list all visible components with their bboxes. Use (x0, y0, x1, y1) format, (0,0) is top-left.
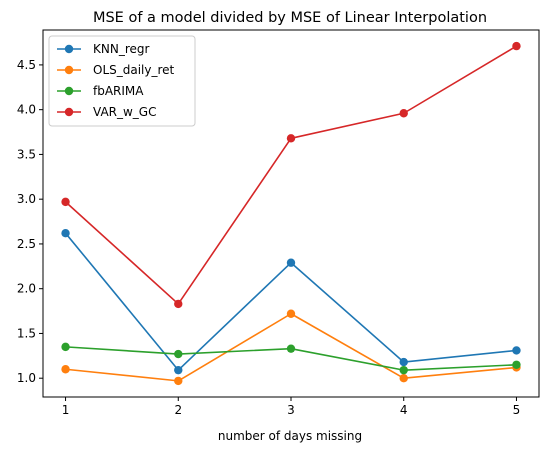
x-tick-label: 4 (400, 403, 408, 417)
axes: 1 2 3 4 5 1.0 1.5 2.0 2.5 3.0 3.5 4.0 4.5 (17, 58, 520, 417)
data-point-var-w-gc (512, 41, 521, 51)
legend-label-var-w-gc: VAR_w_GC (93, 105, 156, 119)
data-point-knn-regr (286, 258, 296, 267)
y-tick-label: 3.0 (17, 192, 36, 206)
y-tick-label: 2.0 (17, 282, 36, 296)
data-point-ols-daily-ret (286, 309, 296, 318)
y-tick-label: 3.5 (17, 147, 36, 161)
data-point-ols-daily-ret (61, 365, 70, 374)
y-tick-label: 4.5 (17, 58, 36, 72)
data-point-fbarima (286, 344, 296, 353)
y-tick-label: 1.5 (17, 326, 36, 340)
data-point-fbarima (512, 360, 521, 369)
data-point-var-w-gc (174, 299, 183, 309)
plot-area (61, 41, 521, 386)
data-point-fbarima (61, 342, 70, 352)
legend-swatch-marker (64, 44, 74, 54)
data-point-var-w-gc (399, 109, 408, 118)
legend-swatch-marker (64, 107, 74, 117)
legend-box (48, 35, 196, 127)
x-tick-label: 5 (513, 403, 521, 417)
legend: KNN_regr OLS_daily_ret fbARIMA VAR_w_GC (48, 35, 196, 127)
chart-title: MSE of a model divided by MSE of Linear … (93, 10, 487, 26)
legend-label-ols-daily-ret: OLS_daily_ret (93, 63, 175, 77)
legend-label-fbarima: fbARIMA (93, 84, 144, 98)
legend-swatch-marker (64, 86, 74, 96)
data-point-fbarima (174, 349, 183, 359)
data-point-ols-daily-ret (174, 376, 183, 386)
data-point-knn-regr (512, 346, 521, 355)
data-point-knn-regr (399, 357, 408, 367)
legend-label-knn-regr: KNN_regr (93, 42, 149, 56)
x-axis-label: number of days missing (218, 429, 362, 443)
x-tick-label: 1 (62, 403, 70, 417)
x-tick-label: 3 (287, 403, 295, 417)
y-tick-label: 4.0 (17, 103, 36, 117)
data-point-knn-regr (174, 365, 183, 375)
data-point-ols-daily-ret (399, 374, 408, 383)
y-tick-label: 1.0 (17, 371, 36, 385)
data-point-var-w-gc (286, 134, 296, 143)
data-point-var-w-gc (61, 197, 70, 207)
data-point-knn-regr (61, 228, 70, 238)
x-tick-label: 2 (174, 403, 182, 417)
y-tick-label: 2.5 (17, 237, 36, 251)
legend-swatch-marker (64, 65, 74, 75)
data-point-fbarima (399, 365, 408, 375)
